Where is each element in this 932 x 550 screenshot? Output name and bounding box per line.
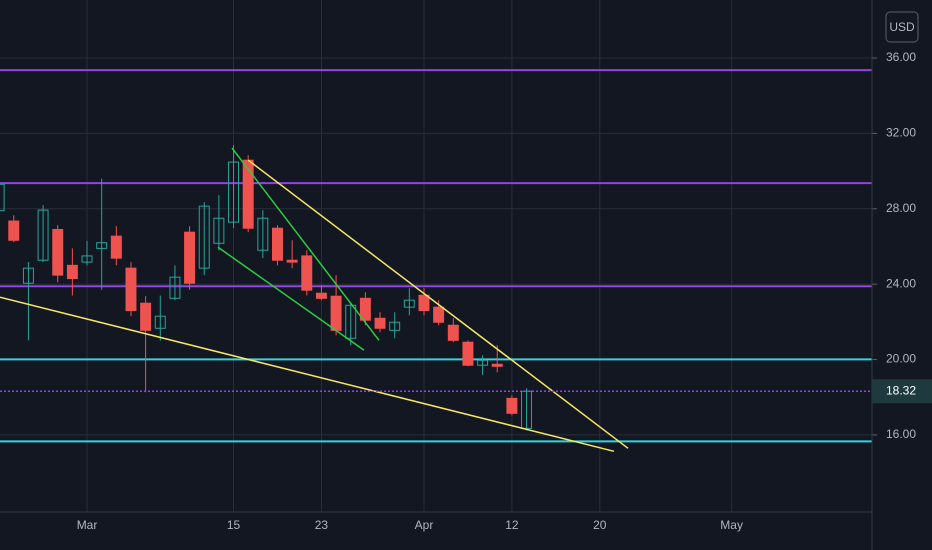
trend-line <box>217 246 365 351</box>
x-tick-label: Mar <box>77 518 98 532</box>
candle-body <box>81 255 93 263</box>
candle-body <box>257 217 269 251</box>
candle-body <box>52 229 64 276</box>
candle-body <box>418 294 430 312</box>
candle-body <box>184 231 196 284</box>
candle-body <box>286 259 298 263</box>
last-price-label: 18.32 <box>886 383 916 397</box>
candle-body <box>433 306 445 323</box>
y-tick-label: 20.00 <box>886 352 916 366</box>
candle-body <box>374 317 386 329</box>
candle-body <box>389 321 401 331</box>
candle-body <box>37 209 49 261</box>
candle-body <box>140 302 152 331</box>
candle-body <box>403 299 415 308</box>
candle-body <box>330 295 342 331</box>
x-tick-label: 12 <box>505 518 519 532</box>
currency: USD <box>889 20 915 34</box>
candle-body <box>0 183 5 212</box>
candle-body <box>66 264 78 280</box>
x-tick-label: May <box>720 518 743 532</box>
y-tick-label: 36.00 <box>886 50 916 64</box>
y-tick-label: 24.00 <box>886 276 916 290</box>
candle-body <box>125 267 137 312</box>
x-tick-label: 15 <box>227 518 241 532</box>
candle-body <box>22 267 34 284</box>
candle-body <box>96 242 108 249</box>
y-tick-label: 16.00 <box>886 427 916 441</box>
candle-body <box>198 205 210 269</box>
candle-body <box>213 217 225 244</box>
candle-body <box>345 304 357 339</box>
candle-body <box>228 161 240 223</box>
y-tick-label: 28.00 <box>886 201 916 215</box>
trend-line <box>247 159 629 449</box>
trend-line <box>0 296 615 453</box>
candle-body <box>154 315 166 329</box>
candle-body <box>315 292 327 299</box>
last-price-box <box>872 379 932 404</box>
candle-body <box>272 227 283 261</box>
candle-body <box>462 341 474 366</box>
candle-body <box>477 359 489 366</box>
candle-body <box>8 220 20 241</box>
trend-line <box>231 147 380 341</box>
x-tick-label: 20 <box>593 518 607 532</box>
candle-body <box>169 276 181 299</box>
candle-body <box>521 390 533 429</box>
x-tick-label: 23 <box>315 518 329 532</box>
candle-body <box>110 235 122 259</box>
y-tick-label: 32.00 <box>886 126 916 140</box>
candle-body <box>506 397 518 414</box>
currency-box[interactable] <box>885 11 919 43</box>
candle-body <box>301 255 313 291</box>
x-tick-label: Apr <box>415 518 434 532</box>
candle-body <box>491 363 503 367</box>
candle-body <box>359 297 371 321</box>
candle-body <box>447 324 459 341</box>
